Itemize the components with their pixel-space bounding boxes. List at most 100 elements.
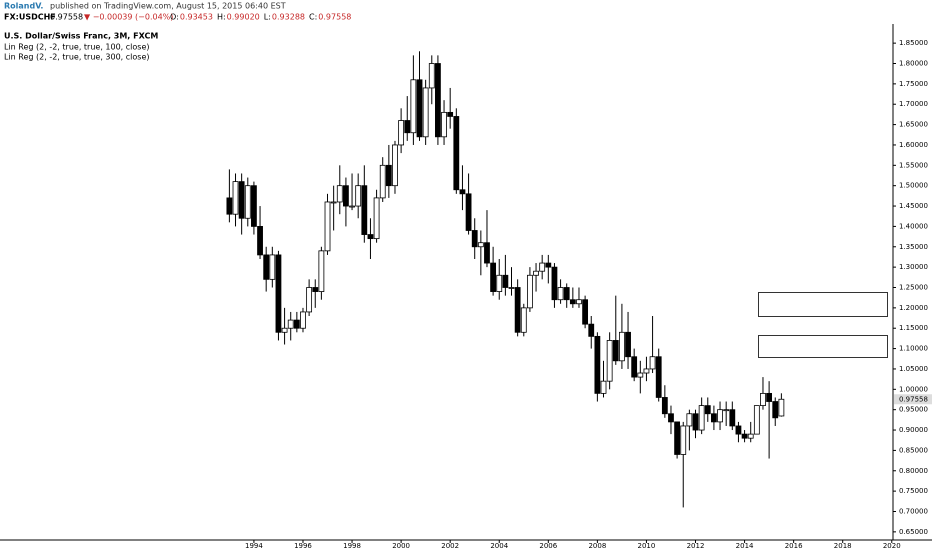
- candle-body: [527, 274, 533, 309]
- candle-body: [244, 185, 251, 219]
- published: published on TradingView.com, August 15,…: [50, 2, 286, 11]
- x-tick-label: 2016: [785, 542, 803, 550]
- candle-body: [576, 299, 582, 305]
- candle-body: [459, 189, 466, 195]
- candle-body: [281, 327, 288, 333]
- ohlc-value: 0.99020: [227, 13, 260, 22]
- candle-body: [766, 392, 773, 402]
- candle-body: [428, 63, 435, 89]
- x-tick-label: 1996: [294, 542, 312, 550]
- ohlc-value: 0.97558: [318, 13, 351, 22]
- candle-body: [361, 185, 368, 235]
- candle-body: [557, 287, 564, 301]
- y-tick-label: 0.75000: [899, 487, 928, 495]
- y-tick-label: 0.90000: [899, 426, 928, 434]
- candle-body: [508, 287, 515, 289]
- candle-body: [594, 335, 601, 394]
- y-tick-label: 1.30000: [899, 263, 928, 271]
- candle-body: [330, 201, 337, 204]
- candle-body: [318, 250, 325, 292]
- candle-body: [385, 164, 392, 187]
- x-tick-label: 2002: [441, 542, 459, 550]
- candle-body: [582, 299, 589, 325]
- candle-body: [367, 234, 374, 240]
- y-tick-label: 1.60000: [899, 141, 928, 149]
- y-tick-label: 0.85000: [899, 446, 928, 454]
- y-tick-label: 1.85000: [899, 39, 928, 47]
- candle-body: [686, 413, 693, 427]
- candle-body: [569, 299, 576, 305]
- x-tick-label: 1994: [245, 542, 263, 550]
- x-tick-label: 2018: [834, 542, 852, 550]
- candle-body: [293, 319, 300, 329]
- y-tick-label: 1.00000: [899, 385, 928, 393]
- candle-body: [514, 287, 521, 333]
- y-tick-label: 1.35000: [899, 243, 928, 251]
- y-tick-label: 1.10000: [899, 345, 928, 353]
- candle-body: [698, 405, 705, 431]
- candle-body: [349, 205, 355, 208]
- candle-body: [398, 120, 405, 146]
- x-tick-label: 2004: [490, 542, 508, 550]
- candle-body: [324, 201, 331, 252]
- candle-body: [680, 425, 687, 455]
- candle-body: [226, 197, 233, 215]
- candle-body: [373, 197, 380, 240]
- candle-body: [588, 323, 595, 337]
- candle-body: [312, 287, 319, 292]
- candle-body: [287, 319, 294, 329]
- candle-body: [453, 116, 460, 191]
- candle-body: [232, 181, 239, 215]
- y-tick-label: 1.15000: [899, 324, 928, 332]
- y-tick-label: 1.80000: [899, 60, 928, 68]
- indicator: Lin Reg (2, -2, true, true, 100, close): [4, 43, 149, 52]
- change: ▼ −0.00039 (−0.04%): [84, 13, 173, 22]
- candle-body: [404, 120, 411, 134]
- drawn-rectangle: [758, 335, 888, 358]
- y-tick-label: 0.95000: [899, 406, 928, 414]
- ohlc-value: 0.93288: [272, 13, 305, 22]
- y-tick-label: 1.20000: [899, 304, 928, 312]
- y-tick-label: 1.65000: [899, 121, 928, 129]
- candle-body: [649, 356, 656, 370]
- candle-body: [717, 409, 723, 423]
- last-price-box: [894, 394, 932, 405]
- candle-body: [300, 311, 306, 329]
- candle-body: [637, 372, 644, 378]
- candle-body: [606, 340, 613, 382]
- y-tick-label: 1.50000: [899, 182, 928, 190]
- candle-body: [465, 193, 472, 231]
- candle-body: [447, 111, 454, 117]
- candle-body: [545, 262, 552, 268]
- symbol: FX:USDCHF: [4, 13, 56, 22]
- candle-body: [747, 433, 754, 439]
- candle-body: [520, 307, 527, 333]
- candle-body: [643, 368, 650, 374]
- ohlc-label: L:: [264, 13, 271, 22]
- y-tick-label: 1.25000: [899, 283, 928, 291]
- author: RolandV.: [4, 2, 43, 11]
- candle-body: [760, 392, 766, 407]
- candle-body: [269, 254, 276, 280]
- x-tick-label: 1998: [343, 542, 361, 550]
- y-tick-label: 1.45000: [899, 202, 928, 210]
- ohlc-label: H:: [217, 13, 226, 22]
- candle-body: [661, 397, 668, 415]
- candle-body: [655, 356, 662, 398]
- candle-body: [723, 409, 730, 412]
- candle-body: [729, 409, 736, 427]
- candle-body: [668, 413, 674, 423]
- candle-body: [306, 287, 313, 313]
- candle-body: [343, 185, 349, 207]
- x-tick-label: 2006: [539, 542, 557, 550]
- x-tick-label: 2020: [883, 542, 901, 550]
- price: 0.97558: [50, 13, 83, 22]
- candle-body: [263, 254, 270, 280]
- candle-body: [496, 274, 503, 292]
- y-tick-label: 1.70000: [899, 100, 928, 108]
- x-tick-label: 2000: [392, 542, 410, 550]
- candle-body: [416, 79, 423, 138]
- candle-body: [336, 185, 343, 203]
